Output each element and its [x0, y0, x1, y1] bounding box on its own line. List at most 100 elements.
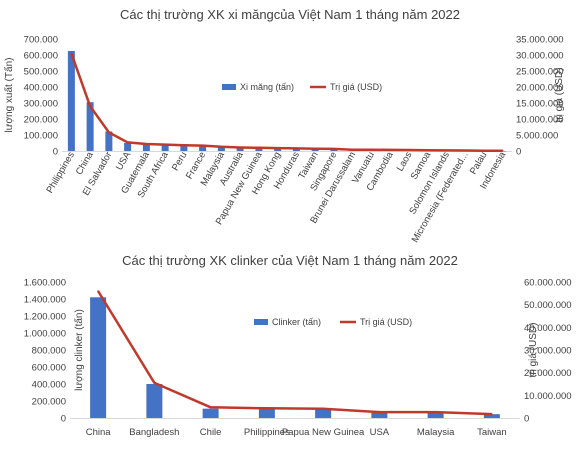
y2-tick-label: 20.000.000: [516, 83, 564, 94]
bar: [236, 147, 244, 151]
y2-tick-label: 5.000.000: [516, 131, 558, 142]
y-tick-label: 600.000: [32, 363, 66, 374]
bar: [67, 51, 75, 151]
y2-tick-label: 40.000.000: [524, 323, 572, 334]
y-tick-label: 700.000: [24, 35, 58, 46]
line-point: [389, 149, 391, 151]
line-point: [445, 149, 448, 152]
line-point: [370, 148, 373, 151]
chart-title: Các thị trường XK clinker của Việt Nam 1…: [122, 253, 458, 268]
legend-line-label: Trị giá (USD): [330, 82, 382, 92]
bar: [483, 414, 500, 418]
y2-tick-label: 30.000.000: [516, 51, 564, 62]
line-point: [97, 290, 99, 292]
y2-tick-label: 50.000.000: [524, 300, 572, 311]
legend: Clinker (tấn) Trị giá (USD): [254, 317, 412, 327]
y-tick-label: 1.200.000: [24, 312, 66, 323]
x-tick-label: Malaysia: [417, 427, 455, 438]
bar: [199, 146, 207, 151]
line-point: [501, 149, 504, 152]
y-tick-label: 500.000: [24, 67, 58, 78]
y-tick-label: 1.400.000: [24, 295, 66, 306]
bar: [161, 144, 169, 151]
y-tick-label: 1.000.000: [24, 329, 66, 340]
bar: [142, 144, 150, 151]
x-tick-label: Taiwan: [477, 427, 507, 438]
bar: [258, 408, 275, 418]
bar: [180, 145, 188, 151]
y2-tick-label: 35.000.000: [516, 35, 564, 46]
value-line: [70, 52, 503, 152]
line-point: [491, 413, 493, 415]
bar: [274, 148, 282, 151]
bar: [292, 148, 300, 151]
legend-bar-swatch: [222, 84, 236, 90]
line-point: [333, 148, 335, 150]
line-point: [108, 131, 110, 134]
line-point: [201, 144, 204, 147]
line-point: [464, 149, 466, 152]
y-tick-label: 400.000: [32, 380, 66, 391]
line-point: [153, 382, 156, 384]
x-tick-label: Philippines: [44, 150, 77, 196]
y-tick-label: 100.000: [24, 131, 58, 142]
bar: [217, 147, 225, 151]
y-axis-title: lượng clinker (tấn): [73, 309, 85, 391]
line-point: [378, 411, 381, 413]
bar: [371, 412, 388, 418]
bar: [255, 148, 263, 151]
x-tick-label: Papua New Guinea: [282, 427, 365, 438]
chart-1: Các thị trường XK xi măngcủa Việt Nam 1 …: [3, 7, 565, 245]
x-tick-label: Chile: [200, 427, 222, 438]
y2-axis-title: trị giá (USD): [554, 67, 565, 122]
line-point: [351, 148, 354, 151]
line-point: [183, 144, 185, 147]
line-point: [145, 143, 148, 145]
y2-tick-label: 30.000.000: [524, 346, 572, 357]
bar: [146, 384, 163, 418]
y-tick-label: 600.000: [24, 51, 58, 62]
line-point: [239, 146, 241, 149]
y-tick-label: 800.000: [32, 346, 66, 357]
bar: [315, 409, 332, 418]
y-tick-label: 400.000: [24, 83, 58, 94]
y-tick-label: 0: [53, 147, 58, 158]
y-axis-title: lượng xuất (Tấn): [3, 58, 15, 133]
legend-line-label: Trị giá (USD): [360, 317, 412, 327]
y2-tick-label: 10.000.000: [516, 115, 564, 126]
y-tick-label: 200.000: [32, 397, 66, 408]
y2-tick-label: 0: [516, 147, 521, 158]
line-point: [483, 149, 485, 152]
y2-tick-label: 20.000.000: [524, 368, 572, 379]
x-tick-label: USA: [370, 427, 390, 438]
line-point: [322, 407, 324, 410]
chart-2: Các thị trường XK clinker của Việt Nam 1…: [24, 253, 572, 438]
line-point: [126, 141, 129, 144]
y2-tick-label: 0: [524, 414, 529, 425]
line-point: [434, 411, 437, 413]
value-line: [97, 290, 492, 416]
bar: [105, 131, 113, 151]
line-point: [295, 147, 298, 150]
bar: [427, 412, 444, 418]
y-tick-label: 300.000: [24, 99, 58, 110]
line-point: [89, 105, 91, 107]
x-tick-label: China: [86, 427, 112, 438]
chart-title: Các thị trường XK xi măngcủa Việt Nam 1 …: [120, 7, 460, 22]
y2-axis-title: trị giá (USD): [528, 322, 539, 377]
y-tick-label: 200.000: [24, 115, 58, 126]
x-tick-label: Bangladesh: [129, 427, 179, 438]
line-point: [408, 149, 410, 151]
legend-bar-label: Clinker (tấn): [272, 317, 321, 327]
line-point: [426, 149, 429, 151]
legend-bar-swatch: [254, 319, 268, 325]
line-point: [164, 143, 166, 146]
y2-tick-label: 10.000.000: [524, 391, 572, 402]
bar: [86, 102, 94, 151]
y2-tick-label: 15.000.000: [516, 99, 564, 110]
legend-bar-label: Xi măng (tấn): [240, 82, 294, 92]
line-point: [266, 407, 268, 410]
bar: [202, 408, 219, 418]
line-point: [220, 146, 223, 148]
